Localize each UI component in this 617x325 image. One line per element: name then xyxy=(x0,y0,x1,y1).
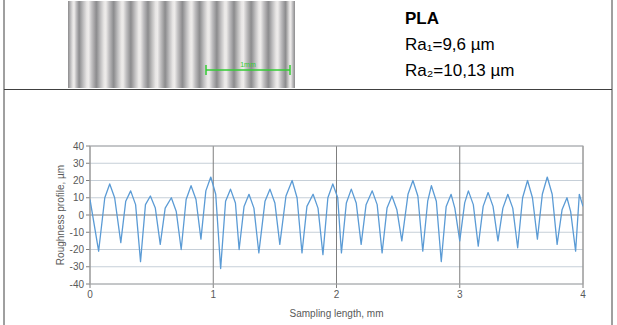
y-tick-label: -30 xyxy=(70,261,85,272)
frame-divider xyxy=(4,89,612,90)
photo xyxy=(68,1,295,88)
figure: 1mm PLA Ra₁=9,6 µm Ra₂=10,13 µm -40 -30 -20 -10… xyxy=(0,0,617,325)
x-tick xyxy=(90,284,91,288)
y-tick xyxy=(86,146,90,147)
y-axis-title: Roughness profile, µm xyxy=(55,165,66,265)
scale-bar-label: 1mm xyxy=(240,61,256,68)
x-tick xyxy=(336,284,337,288)
x-tick xyxy=(583,284,584,288)
x-grid-line xyxy=(459,146,460,284)
y-tick xyxy=(86,249,90,250)
frame-left xyxy=(4,0,5,325)
scale-bar-end xyxy=(289,65,291,75)
y-tick xyxy=(86,232,90,233)
y-tick xyxy=(86,266,90,267)
y-tick-label: 40 xyxy=(73,141,85,152)
y-tick xyxy=(86,215,90,216)
y-tick-label: 10 xyxy=(73,192,85,203)
x-tick-label: 0 xyxy=(87,289,93,300)
y-tick xyxy=(86,197,90,198)
y-tick xyxy=(86,180,90,181)
y-tick-label: -20 xyxy=(70,244,85,255)
y-tick-label: 30 xyxy=(73,158,85,169)
plot-area xyxy=(90,177,583,268)
y-tick-label: 20 xyxy=(73,175,85,186)
scale-bar xyxy=(206,69,290,71)
x-tick-label: 1 xyxy=(210,289,216,300)
x-tick xyxy=(459,284,460,288)
y-tick-label: -10 xyxy=(70,227,85,238)
x-tick-label: 4 xyxy=(580,289,586,300)
frame-right xyxy=(612,0,613,325)
profile-line xyxy=(90,177,583,268)
photo-bg xyxy=(68,1,295,88)
roughness-value: Ra₁=9,6 µm xyxy=(405,35,495,54)
x-axis-title: Sampling length, mm xyxy=(290,308,384,319)
y-tick-label: -40 xyxy=(70,279,85,290)
x-tick-label: 3 xyxy=(457,289,463,300)
roughness-value: Ra₂=10,13 µm xyxy=(405,61,514,80)
y-tick xyxy=(86,163,90,164)
x-tick-label: 2 xyxy=(334,289,340,300)
material: PLA xyxy=(405,9,439,28)
scale-bar-end xyxy=(205,65,207,75)
plot-frame xyxy=(90,146,583,284)
y-tick-label: 0 xyxy=(78,210,84,221)
x-grid-line xyxy=(213,146,214,284)
photo-tint xyxy=(68,1,295,88)
x-grid-line xyxy=(336,146,337,284)
y-tick xyxy=(86,284,90,285)
x-tick xyxy=(213,284,214,288)
